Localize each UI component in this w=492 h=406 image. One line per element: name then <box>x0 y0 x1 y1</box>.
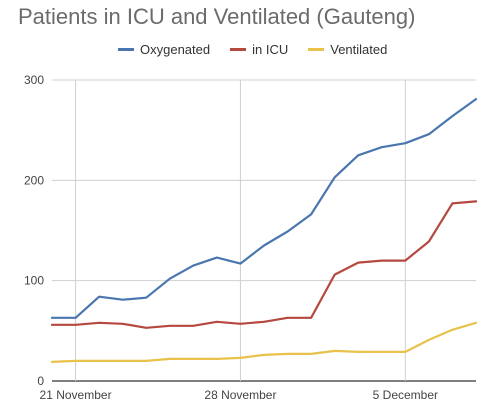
data-point-ventilated-15 <box>404 351 407 353</box>
legend-swatch-oxygenated <box>118 47 134 51</box>
data-point-ventilated-17 <box>451 328 454 331</box>
data-point-ventilated-9 <box>263 354 265 356</box>
data-point-ventilated-14 <box>380 351 383 353</box>
data-point-oxygenated-13 <box>357 154 360 157</box>
data-point-in-icu-15 <box>404 259 407 262</box>
data-point-oxygenated-1 <box>74 316 77 319</box>
data-point-oxygenated-17 <box>451 115 454 118</box>
legend-item-ventilated: Ventilated <box>308 42 387 57</box>
legend-swatch-ventilated <box>308 47 325 51</box>
data-point-oxygenated-5 <box>168 277 171 280</box>
data-point-in-icu-13 <box>357 261 360 264</box>
data-point-in-icu-6 <box>192 324 195 327</box>
series-line-oxygenated <box>50 97 478 319</box>
data-point-in-icu-3 <box>121 322 124 325</box>
data-point-oxygenated-9 <box>263 244 265 247</box>
data-point-ventilated-6 <box>192 358 195 360</box>
data-point-in-icu-16 <box>427 240 430 243</box>
data-point-oxygenated-7 <box>215 256 218 259</box>
data-point-oxygenated-2 <box>98 295 101 298</box>
data-point-oxygenated-11 <box>310 213 313 216</box>
legend-item-oxygenated: Oxygenated <box>118 42 210 57</box>
data-point-ventilated-12 <box>333 350 336 352</box>
legend-label-ventilated: Ventilated <box>330 41 388 57</box>
data-point-ventilated-8 <box>239 357 242 359</box>
series-line-in-icu <box>50 200 478 329</box>
data-point-oxygenated-8 <box>239 262 242 265</box>
data-point-oxygenated-18 <box>475 98 477 100</box>
data-point-oxygenated-16 <box>427 133 430 136</box>
data-point-in-icu-14 <box>380 259 383 262</box>
data-point-in-icu-12 <box>333 273 336 276</box>
y-tick-label-100: 100 <box>24 274 44 288</box>
y-tick-label-200: 200 <box>24 173 44 187</box>
data-point-oxygenated-10 <box>286 230 289 233</box>
series-line-ventilated <box>50 321 478 363</box>
data-point-ventilated-10 <box>286 353 289 355</box>
data-point-ventilated-1 <box>74 360 77 362</box>
legend-label-in-icu: in ICU <box>252 41 289 57</box>
data-point-oxygenated-3 <box>121 298 124 301</box>
y-tick-label-300: 300 <box>24 73 44 87</box>
data-point-ventilated-0 <box>51 361 53 363</box>
data-point-ventilated-7 <box>215 358 218 360</box>
data-point-in-icu-4 <box>145 326 148 329</box>
data-point-ventilated-11 <box>310 353 313 355</box>
data-point-in-icu-2 <box>98 321 101 324</box>
data-point-in-icu-8 <box>239 322 242 325</box>
data-point-in-icu-9 <box>263 320 265 323</box>
data-point-ventilated-4 <box>145 360 148 362</box>
x-tick-label-1: 28 November <box>204 388 276 402</box>
data-point-ventilated-18 <box>475 321 477 324</box>
data-point-oxygenated-4 <box>145 296 148 299</box>
data-point-in-icu-18 <box>475 200 477 203</box>
data-point-in-icu-7 <box>215 320 218 323</box>
data-point-ventilated-16 <box>427 338 430 341</box>
data-point-in-icu-0 <box>51 323 53 326</box>
data-point-oxygenated-0 <box>51 316 53 319</box>
x-tick-label-2: 5 December <box>373 388 438 402</box>
data-point-oxygenated-14 <box>380 146 383 149</box>
x-tick-label-0: 21 November <box>40 388 112 402</box>
data-point-oxygenated-12 <box>333 176 336 179</box>
legend: Oxygenated in ICU Ventilated <box>118 41 407 57</box>
data-point-ventilated-13 <box>357 351 360 353</box>
legend-label-oxygenated: Oxygenated <box>140 41 211 57</box>
data-point-in-icu-17 <box>451 202 454 205</box>
y-tick-label-0: 0 <box>37 374 44 388</box>
legend-item-in-icu: in ICU <box>230 42 288 57</box>
data-point-in-icu-10 <box>286 316 289 319</box>
chart-title: Patients in ICU and Ventilated (Gauteng) <box>18 4 416 29</box>
data-point-ventilated-5 <box>168 358 171 360</box>
data-point-oxygenated-15 <box>404 142 407 145</box>
data-point-in-icu-11 <box>310 316 313 319</box>
data-point-in-icu-5 <box>168 324 171 327</box>
data-point-in-icu-1 <box>74 323 77 326</box>
data-point-ventilated-2 <box>98 360 101 362</box>
data-point-oxygenated-6 <box>192 264 195 267</box>
legend-swatch-in-icu <box>230 47 247 51</box>
data-point-ventilated-3 <box>121 360 124 362</box>
